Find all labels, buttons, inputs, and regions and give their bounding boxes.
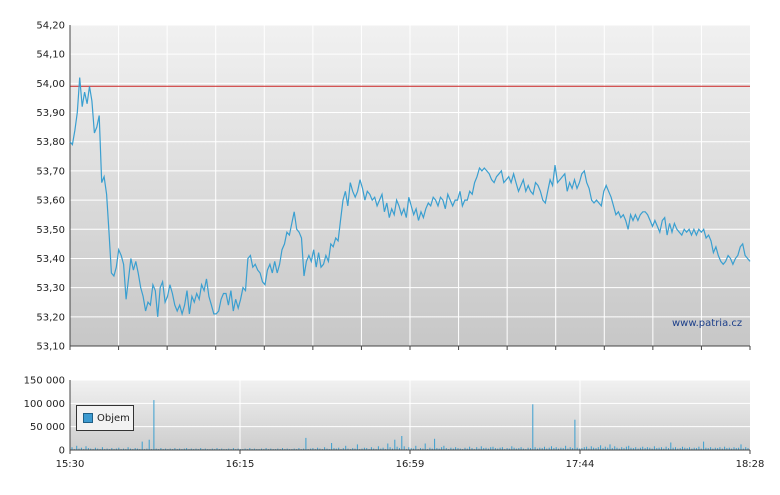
price-series-line [69,77,751,317]
legend-label: Objem [97,412,130,424]
volume-panel: 150 000 100 000 50 000 0 15:30 16:15 16:59 17:4… [24,376,765,471]
price-y-tick-label: 54,00 [36,79,65,90]
price-y-tick-label: 53,20 [36,312,65,323]
watermark: www.patria.cz [672,318,743,329]
price-y-tick-label: 53,40 [36,254,65,265]
x-tick-label: 16:59 [396,459,425,470]
price-panel: 54,20 54,10 54,00 53,90 53,80 53,70 53,60 53,50… [36,21,751,353]
price-y-tick-label: 53,70 [36,166,65,177]
legend-swatch [83,413,93,423]
volume-y-tick-label: 50 000 [30,422,65,433]
volume-y-tick-label: 0 [59,446,65,457]
price-y-tick-label: 53,60 [36,196,65,207]
price-y-tick-label: 53,50 [36,225,65,236]
volume-y-tick-label: 100 000 [24,399,65,410]
volume-y-tick-label: 150 000 [24,376,65,387]
x-tick-label: 18:28 [736,459,765,470]
price-y-tick-label: 53,90 [36,108,65,119]
x-tick-label: 16:15 [226,459,255,470]
x-tick-label: 15:30 [56,459,85,470]
volume-legend: Objem [76,405,134,431]
x-tick-label: 17:44 [566,459,595,470]
price-y-tick-label: 54,20 [36,21,65,32]
price-y-tick-label: 54,10 [36,50,65,61]
price-y-tick-label: 53,80 [36,137,65,148]
price-y-tick-label: 53,30 [36,283,65,294]
price-y-tick-label: 53,10 [36,342,65,353]
